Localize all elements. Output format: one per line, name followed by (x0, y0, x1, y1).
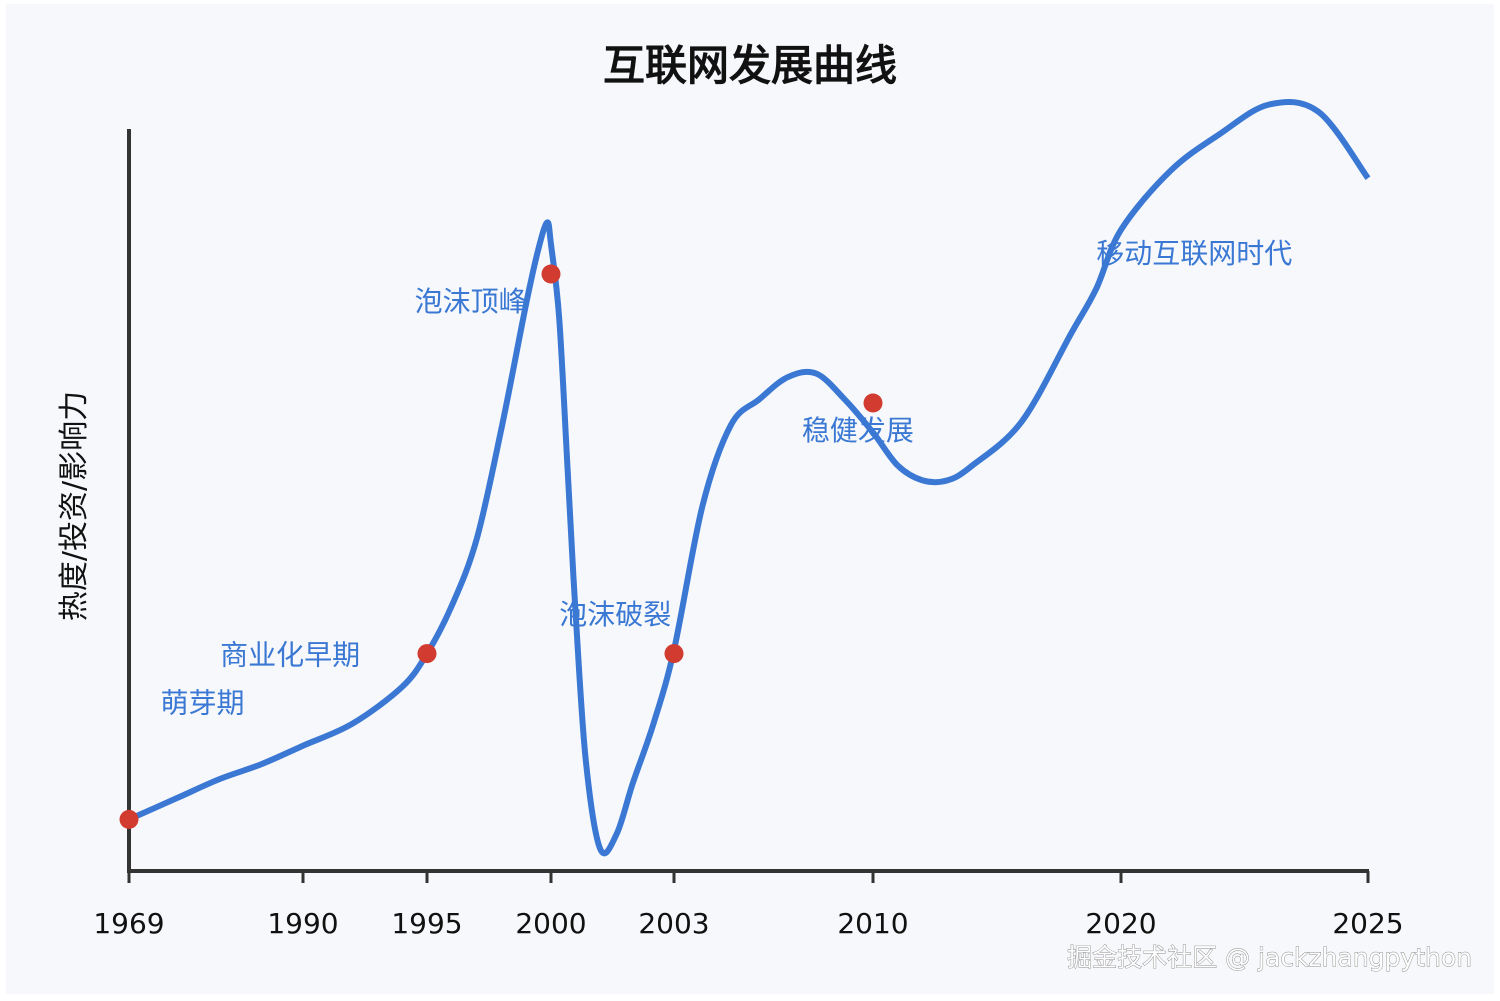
annotation-3: 泡沫破裂 (559, 598, 671, 631)
x-tick-label-2003: 2003 (638, 907, 709, 940)
key-point-1 (417, 644, 437, 664)
chart-canvas: 互联网发展曲线 热度/投资/影响力 1969 1990 1995 2000 2003 20… (6, 4, 1494, 994)
x-tick-label-2025: 2025 (1332, 907, 1403, 940)
key-point-0 (119, 809, 139, 829)
key-point-2 (541, 264, 561, 284)
key-points (119, 264, 883, 829)
x-tick-label-1995: 1995 (391, 907, 462, 940)
series-layer (127, 98, 1371, 857)
annotation-5: 移动互联网时代 (1096, 237, 1292, 270)
x-tick-label-2020: 2020 (1085, 907, 1156, 940)
x-axis-ticks: 1969 1990 1995 2000 2003 2010 2020 2025 (93, 871, 1404, 940)
watermark: 掘金技术社区 @ jackzhangpython (1067, 943, 1472, 972)
annotation-4: 稳健发展 (802, 414, 914, 447)
chart-title: 互联网发展曲线 (603, 41, 897, 90)
x-tick-label-2010: 2010 (837, 907, 908, 940)
x-tick-label-1990: 1990 (267, 907, 338, 940)
key-point-4 (863, 393, 883, 413)
annotation-2: 泡沫顶峰 (415, 285, 527, 318)
annotation-0: 萌芽期 (160, 687, 244, 720)
annotation-1: 商业化早期 (220, 639, 360, 672)
key-point-3 (664, 644, 684, 664)
x-tick-label-2000: 2000 (515, 907, 586, 940)
x-tick-label-1969: 1969 (93, 907, 164, 940)
chart-svg: 互联网发展曲线 热度/投资/影响力 1969 1990 1995 2000 2003 20… (57, 41, 1472, 972)
series-line-0 (127, 98, 1371, 857)
y-axis-label: 热度/投资/影响力 (57, 391, 92, 621)
